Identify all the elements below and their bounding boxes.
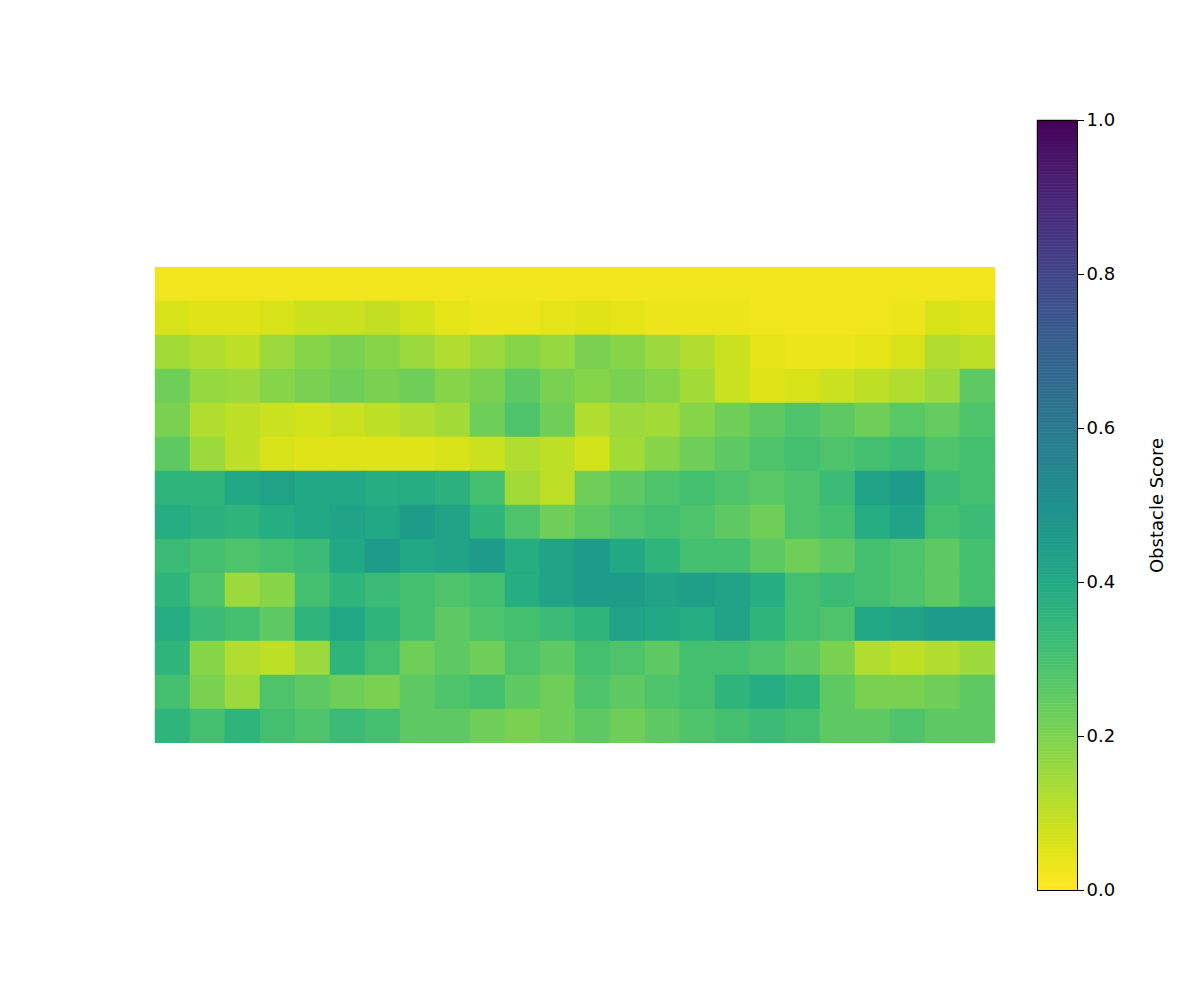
svg-text:0.0: 0.0 bbox=[1087, 879, 1116, 900]
svg-text:0.2: 0.2 bbox=[1087, 725, 1116, 746]
svg-text:1.0: 1.0 bbox=[1087, 109, 1116, 130]
svg-text:0.6: 0.6 bbox=[1087, 417, 1116, 438]
svg-text:Obstacle Score: Obstacle Score bbox=[1146, 438, 1167, 573]
svg-text:0.4: 0.4 bbox=[1087, 571, 1116, 592]
svg-text:0.8: 0.8 bbox=[1087, 263, 1116, 284]
